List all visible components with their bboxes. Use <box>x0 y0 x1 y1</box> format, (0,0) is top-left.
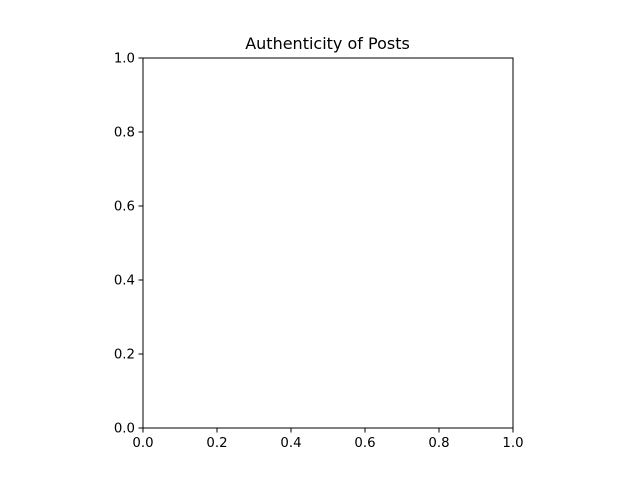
y-tick-label: 0.0 <box>114 422 135 437</box>
x-tick-label: 0.6 <box>354 436 375 451</box>
x-tick-label: 0.4 <box>280 436 301 451</box>
x-tick-label: 0.8 <box>428 436 449 451</box>
x-tick-label: 0.2 <box>206 436 227 451</box>
plot-area <box>142 57 514 429</box>
y-axis: 0.0 0.2 0.4 0.6 0.8 1.0 <box>114 52 143 437</box>
y-tick-label: 1.0 <box>114 52 135 67</box>
x-tick-label: 0.0 <box>132 436 153 451</box>
y-tick-label: 0.2 <box>114 348 135 363</box>
x-tick-label: 1.0 <box>502 436 523 451</box>
y-tick-label: 0.4 <box>114 274 135 289</box>
y-tick-label: 0.8 <box>114 126 135 141</box>
chart-title: Authenticity of Posts <box>245 34 410 53</box>
y-tick-label: 0.6 <box>114 200 135 215</box>
x-axis: 0.0 0.2 0.4 0.6 0.8 1.0 <box>132 428 524 451</box>
